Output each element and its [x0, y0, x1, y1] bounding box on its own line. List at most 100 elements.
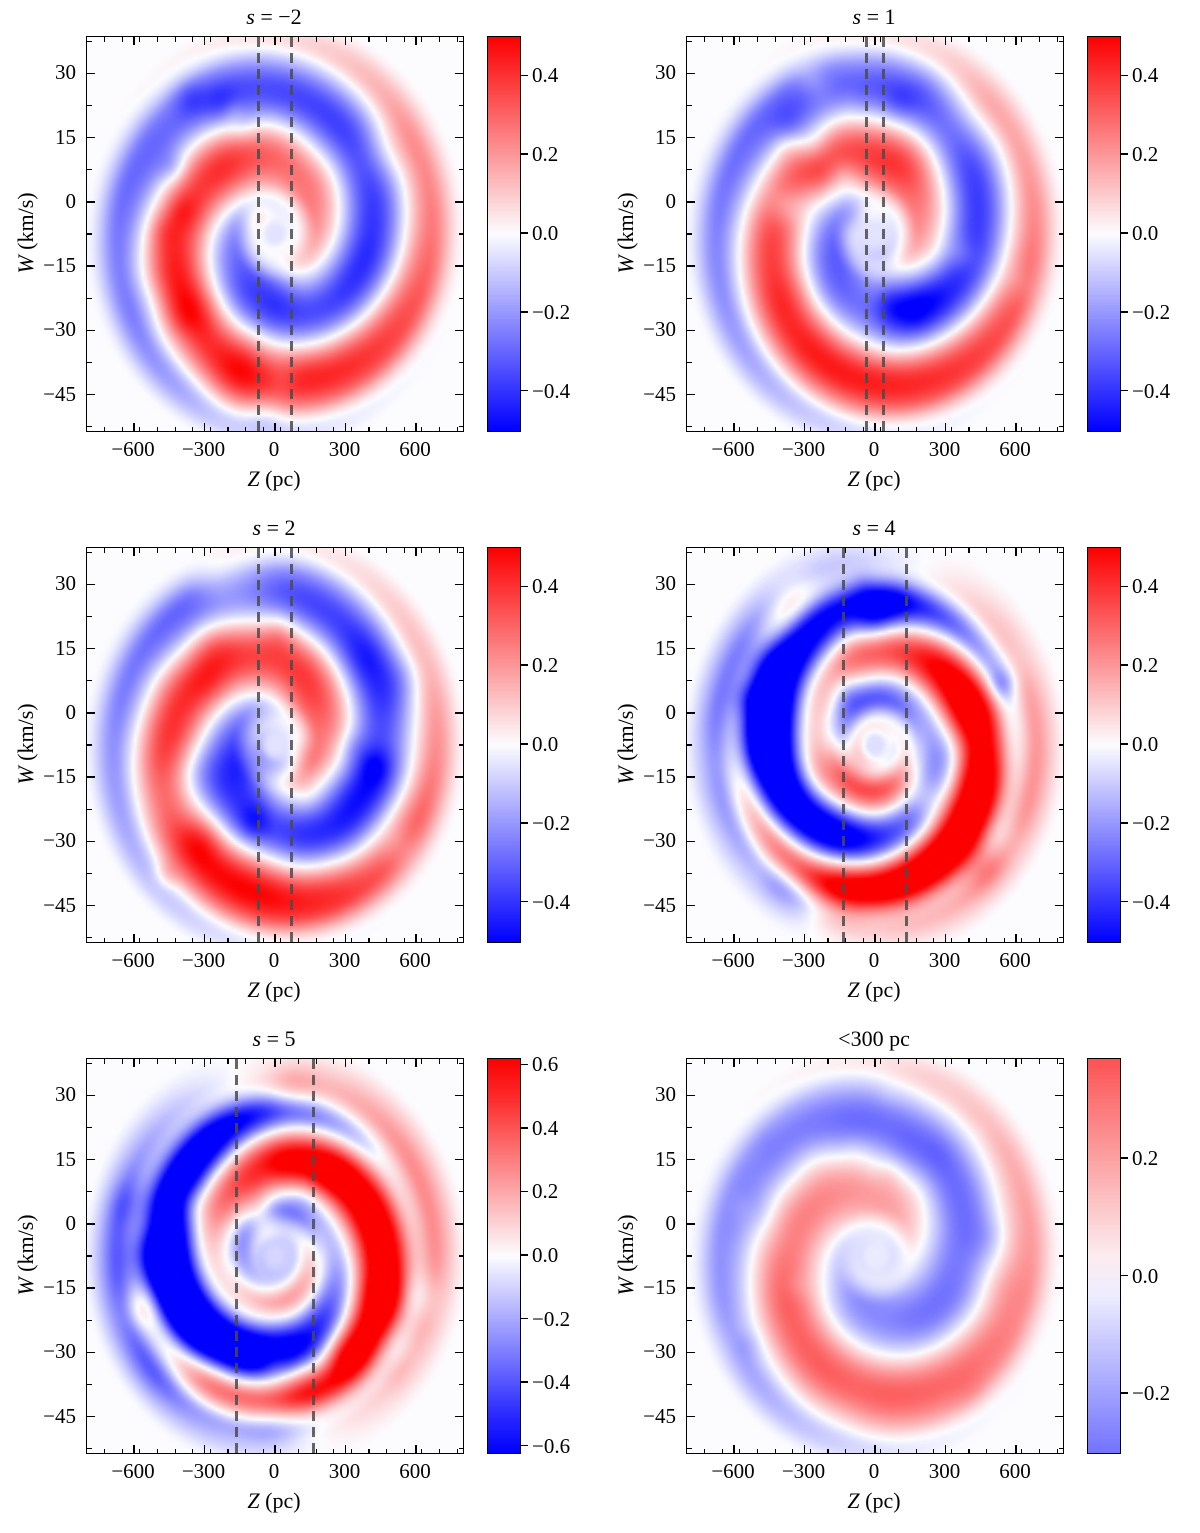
x-major-tick [274, 423, 276, 431]
colorbar-tick-label: 0.4 [532, 63, 559, 88]
x-minor-tick [933, 937, 935, 942]
x-minor-tick [950, 1059, 952, 1064]
colorbar-tick-label: 0.2 [1132, 142, 1159, 167]
x-minor-tick [950, 937, 952, 942]
x-major-tick [344, 548, 347, 556]
x-minor-tick [774, 1448, 776, 1453]
x-minor-tick [756, 548, 759, 553]
y-major-tick [87, 776, 95, 778]
x-minor-tick [280, 1448, 282, 1453]
plot-area [86, 547, 464, 943]
x-major-tick [203, 934, 206, 942]
colorbar-tick [520, 1127, 528, 1129]
x-minor-tick [827, 937, 829, 942]
x-tick-label: −600 [111, 948, 155, 972]
y-minor-tick [87, 808, 92, 810]
x-minor-tick [421, 1448, 423, 1453]
y-major-tick [455, 712, 463, 714]
x-minor-tick [209, 426, 211, 431]
x-minor-tick [438, 426, 441, 431]
y-tick-label: 0 [65, 699, 77, 724]
y-minor-tick [1058, 40, 1063, 42]
y-minor-tick [458, 680, 463, 682]
x-minor-tick [845, 37, 847, 42]
x-minor-tick [297, 548, 300, 553]
x-minor-tick [350, 426, 352, 431]
x-minor-tick [915, 37, 917, 42]
x-minor-tick [792, 1059, 794, 1064]
y-tick-label: −15 [643, 764, 676, 789]
y-minor-tick [458, 169, 463, 171]
panel-title-rest: = 5 [261, 1026, 296, 1051]
x-minor-tick [739, 937, 741, 942]
colorbar-tick [520, 1254, 528, 1256]
x-minor-tick [827, 1448, 829, 1453]
x-minor-tick [227, 1448, 229, 1453]
x-minor-tick [1038, 1059, 1041, 1064]
x-minor-tick [721, 1059, 723, 1064]
panel-title-rest: = −2 [254, 4, 302, 29]
colorbar-gradient [488, 1059, 520, 1453]
x-minor-tick [139, 1059, 141, 1064]
x-major-tick [274, 1445, 276, 1453]
panel-title-variable: s [246, 4, 255, 29]
colorbar-tick-label: 0.4 [1132, 63, 1159, 88]
y-major-tick [1055, 329, 1063, 332]
y-tick-label: −30 [643, 828, 676, 853]
x-minor-tick [104, 1059, 106, 1064]
x-minor-tick [156, 1448, 159, 1453]
x-major-tick [733, 37, 735, 45]
x-minor-tick [1021, 937, 1023, 942]
x-minor-tick [403, 548, 405, 553]
x-major-tick [944, 1445, 947, 1453]
colorbar-tick [1120, 821, 1128, 824]
y-tick-label: −15 [643, 1275, 676, 1300]
colorbar-tick-label: 0.4 [532, 1115, 559, 1140]
x-tick-label: 600 [399, 1459, 431, 1483]
colorbar-tick [520, 1444, 528, 1447]
colorbar-tick-label: 0.6 [532, 1052, 559, 1077]
x-axis-label: Z (pc) [686, 977, 1062, 1003]
x-axis-label-variable: Z [847, 977, 860, 1002]
colorbar-tick-label: −0.4 [532, 1370, 571, 1395]
y-minor-tick [87, 551, 92, 553]
x-tick-label: −600 [111, 437, 155, 461]
x-minor-tick [1038, 426, 1041, 431]
x-tick-label: 300 [928, 437, 961, 461]
x-minor-tick [915, 1059, 917, 1064]
x-minor-tick [704, 937, 706, 942]
x-minor-tick [915, 937, 917, 942]
y-major-tick [687, 647, 695, 650]
x-minor-tick [245, 1448, 247, 1453]
x-minor-tick [756, 37, 759, 42]
colorbar [487, 36, 521, 432]
x-minor-tick [897, 37, 900, 42]
y-minor-tick [458, 1062, 463, 1064]
y-minor-tick [1058, 1319, 1063, 1321]
y-minor-tick [1058, 937, 1063, 939]
y-major-tick [455, 1223, 463, 1225]
y-major-tick [1055, 1158, 1063, 1161]
y-minor-tick [458, 937, 463, 939]
x-major-tick [874, 423, 876, 431]
x-minor-tick [209, 548, 211, 553]
x-major-tick [274, 1059, 276, 1067]
plot-area [686, 36, 1064, 432]
y-major-tick [1055, 904, 1063, 907]
colorbar-tick [520, 389, 528, 392]
y-minor-tick [458, 426, 463, 428]
y-minor-tick [687, 1319, 692, 1321]
y-major-tick [687, 1223, 695, 1225]
y-tick-label: −15 [43, 1275, 76, 1300]
y-major-tick [687, 329, 695, 332]
x-minor-tick [809, 1448, 811, 1453]
x-tick-label: 0 [268, 437, 280, 461]
x-tick-label: 600 [999, 1459, 1031, 1483]
colorbar-tick-label: −0.2 [532, 299, 571, 324]
x-major-tick [415, 548, 417, 556]
y-minor-tick [687, 1126, 692, 1129]
x-minor-tick [350, 37, 352, 42]
x-minor-tick [1038, 1448, 1041, 1453]
x-axis-label-unit: (pc) [859, 466, 901, 491]
y-major-tick [455, 776, 463, 778]
